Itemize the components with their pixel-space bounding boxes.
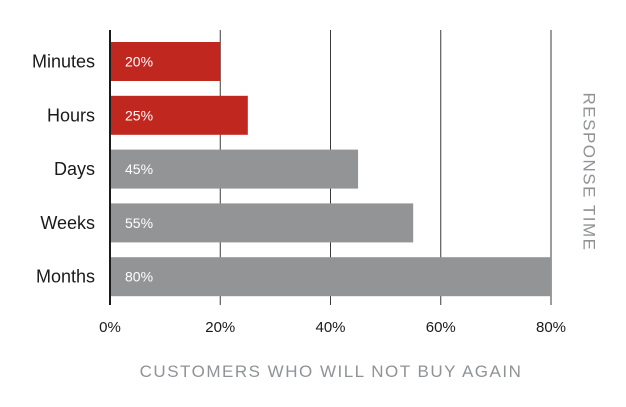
x-tick-label: 20%: [205, 319, 235, 336]
y-axis-title: RESPONSE TIME: [580, 93, 599, 252]
bar-data-label: 80%: [125, 269, 153, 285]
bar: [111, 257, 551, 297]
category-label: Months: [36, 267, 95, 287]
bar-data-label: 55%: [125, 215, 153, 231]
category-label: Days: [54, 159, 95, 179]
bar-data-label: 45%: [125, 161, 153, 177]
category-labels: Minutes Hours Days Weeks Months: [32, 52, 95, 287]
category-label: Hours: [47, 105, 95, 125]
bar: [111, 42, 221, 81]
category-label: Minutes: [32, 52, 95, 72]
x-tick-label: 80%: [536, 319, 566, 336]
bar: [111, 95, 248, 135]
bar-data-label: 20%: [125, 54, 153, 70]
bar-data-label: 25%: [125, 107, 153, 123]
category-label: Weeks: [40, 213, 95, 233]
bar: [111, 203, 414, 243]
bar: [111, 149, 359, 189]
x-tick-label: 0%: [99, 319, 121, 336]
x-tick-label: 60%: [426, 319, 456, 336]
x-tick-labels: 0% 20% 40% 60% 80%: [99, 319, 566, 336]
bars-group: 20% 25% 45% 55% 80%: [111, 42, 551, 297]
x-axis-title: CUSTOMERS WHO WILL NOT BUY AGAIN: [140, 362, 523, 381]
x-tick-label: 40%: [315, 319, 345, 336]
